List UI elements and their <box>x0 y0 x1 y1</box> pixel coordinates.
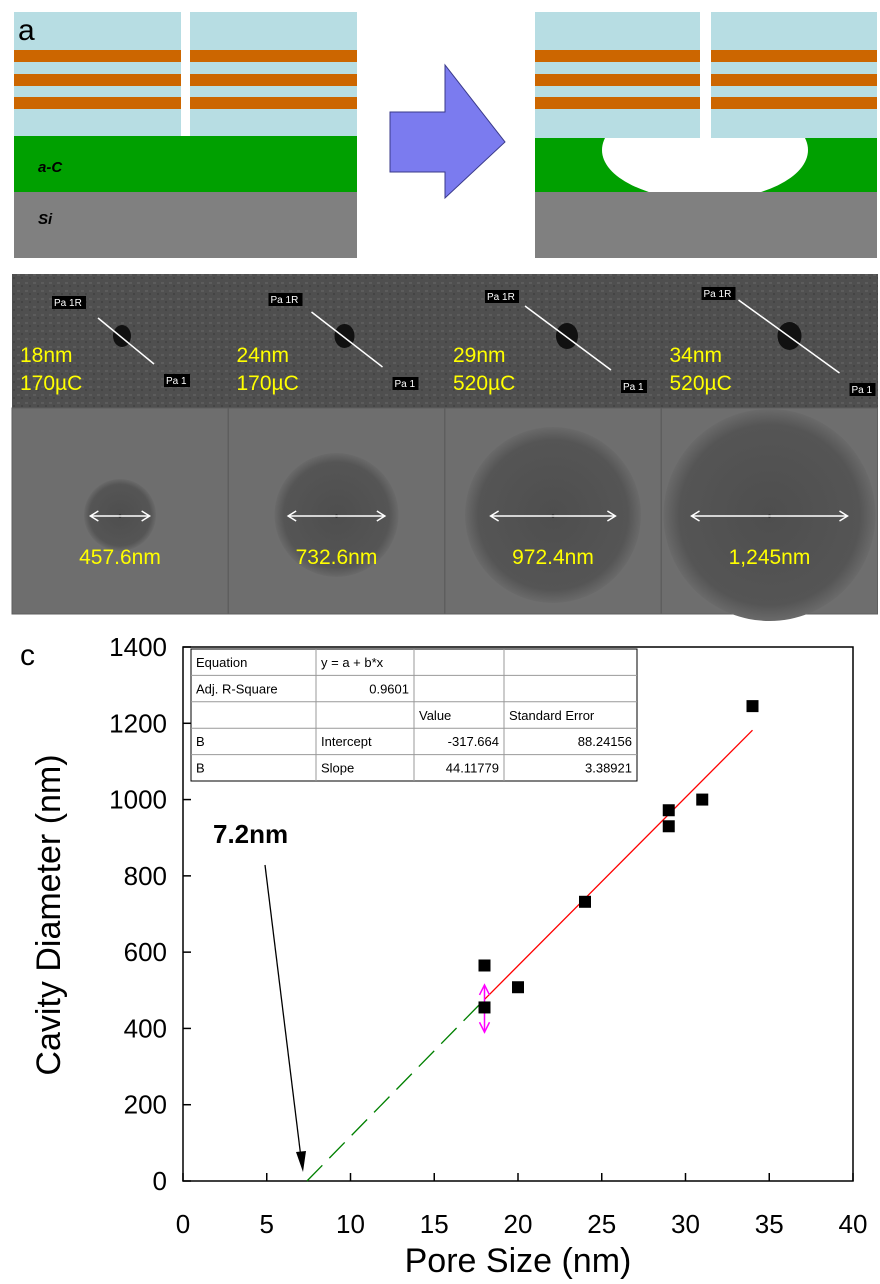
y-tick-label: 800 <box>124 861 167 891</box>
diameter-label: 457.6nm <box>79 546 161 569</box>
table-cell: -317.664 <box>448 734 499 749</box>
y-tick-label: 1000 <box>109 785 167 815</box>
arrow-head <box>690 510 849 522</box>
marker-box <box>849 383 876 396</box>
arrow-head <box>286 510 387 522</box>
y-tick-label: 400 <box>124 1013 167 1043</box>
marker-line <box>524 305 612 371</box>
dose-label: 170µC <box>20 372 82 395</box>
marker-line <box>311 311 383 368</box>
marker-box <box>701 287 736 300</box>
x-tick-label: 0 <box>176 1209 190 1239</box>
marker-line <box>738 299 840 374</box>
panel-a-after <box>535 12 877 258</box>
dose-label: 520µC <box>453 372 515 395</box>
x-tick-label: 10 <box>336 1209 365 1239</box>
panel-a-before <box>14 12 357 258</box>
point <box>478 959 491 972</box>
pore-label: 29nm <box>453 344 506 367</box>
x-tick-label: 5 <box>260 1209 274 1239</box>
process-arrow <box>389 63 506 200</box>
table-cell: B <box>196 761 205 776</box>
point <box>662 804 675 817</box>
layer-label: a-C <box>38 159 63 176</box>
marker-label: Pa 1R <box>271 295 299 306</box>
x-tick-label: 35 <box>755 1209 784 1239</box>
marker-box <box>392 377 419 390</box>
pore <box>334 324 355 348</box>
marker-label: Pa 1R <box>54 298 82 309</box>
marker-box <box>621 380 647 393</box>
point <box>746 700 759 713</box>
table-cell: y = a + b*x <box>321 655 384 670</box>
y-tick-label: 200 <box>124 1090 167 1120</box>
table-cell: B <box>196 734 205 749</box>
marker-label: Pa 1R <box>704 289 732 300</box>
pore-label: 34nm <box>670 344 723 367</box>
table-cell: Value <box>419 708 451 723</box>
marker-box <box>52 296 86 309</box>
point <box>512 981 524 994</box>
y-tick-label: 0 <box>153 1166 167 1196</box>
x-tick-label: 40 <box>839 1209 868 1239</box>
layer-label: Si <box>38 211 53 228</box>
dose-label: 170µC <box>237 372 299 395</box>
marker-line <box>97 317 155 365</box>
sem-top <box>12 274 878 408</box>
annotation: 7.2nm <box>213 819 288 849</box>
y-tick-label: 1200 <box>109 708 167 738</box>
panel-label: c <box>20 639 35 672</box>
arrow-head <box>489 510 617 522</box>
arrow-head <box>296 1151 306 1172</box>
panel-label: a <box>18 14 35 47</box>
table-cell: 44.11779 <box>446 761 499 776</box>
x-tick-label: 15 <box>420 1209 449 1239</box>
table-cell: Standard Error <box>509 708 595 723</box>
marker-label: Pa 1 <box>395 379 416 390</box>
y-tick-label: 1400 <box>109 632 167 662</box>
y-axis-label: Cavity Diameter (nm) <box>30 754 68 1075</box>
x-tick-label: 20 <box>504 1209 533 1239</box>
table-cell: 3.38921 <box>585 761 632 776</box>
pore-label: 24nm <box>237 344 290 367</box>
table-cell: Adj. R-Square <box>196 681 278 696</box>
diameter-label: 1,245nm <box>729 546 811 569</box>
table-cell: 0.9601 <box>369 681 409 696</box>
point <box>478 1001 491 1014</box>
pore-label: 18nm <box>20 344 73 367</box>
diameter-label: 732.6nm <box>296 546 378 569</box>
marker-box <box>164 374 190 387</box>
error-cap <box>478 983 491 1034</box>
x-tick-label: 30 <box>671 1209 700 1239</box>
table-cell: 88.24156 <box>578 734 632 749</box>
point <box>662 820 675 833</box>
sem-images: Pa 1R Pa 1 18nm 170µC 457.6nm Pa 1R Pa 1 24nm 17… <box>11 287 878 621</box>
x-tick-label: 25 <box>587 1209 616 1239</box>
extrapolation-line <box>306 998 485 1182</box>
table-cell: Slope <box>321 761 354 776</box>
x-axis-label: Pore Size (nm) <box>405 1242 632 1280</box>
marker-box <box>485 290 519 303</box>
chart: c 0 200 400 600 800 1000 1200 1400 0 5 10 15 20 25 30 35… <box>20 632 867 1280</box>
point <box>579 895 591 908</box>
table-cell: Intercept <box>321 734 372 749</box>
table-cell: Equation <box>196 655 247 670</box>
marker-box <box>268 293 303 306</box>
dose-label: 520µC <box>670 372 732 395</box>
marker-label: Pa 1R <box>487 292 515 303</box>
annotation-arrow <box>264 864 303 1167</box>
fit-line <box>484 729 753 1000</box>
diameter-label: 972.4nm <box>512 546 594 569</box>
point <box>696 793 709 806</box>
pore <box>556 323 578 349</box>
marker-label: Pa 1 <box>623 382 644 393</box>
marker-label: Pa 1 <box>166 376 187 387</box>
y-tick-label: 600 <box>124 937 167 967</box>
arrow-head <box>88 510 152 522</box>
marker-label: Pa 1 <box>852 385 873 396</box>
